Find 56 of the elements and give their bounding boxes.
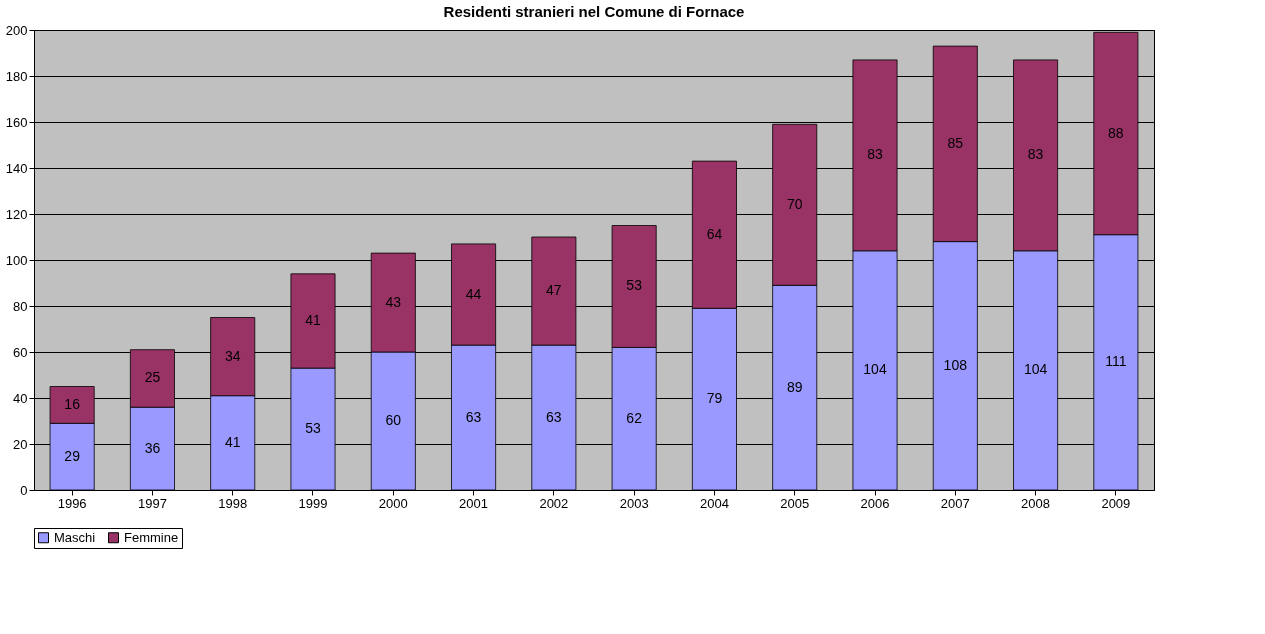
data-label: 16 xyxy=(64,395,81,412)
data-label: 79 xyxy=(706,390,723,407)
data-label: 44 xyxy=(465,285,482,302)
x-tick-label: 2006 xyxy=(860,495,890,511)
data-label: 108 xyxy=(943,356,968,373)
data-label: 53 xyxy=(305,420,321,437)
data-label: 111 xyxy=(1105,353,1127,370)
data-label: 70 xyxy=(786,195,803,212)
data-label: 25 xyxy=(144,369,161,386)
x-tick-label: 2007 xyxy=(940,495,970,511)
data-label: 43 xyxy=(385,293,402,310)
x-tick-label: 2000 xyxy=(378,495,408,511)
data-label: 36 xyxy=(144,439,161,456)
data-label: 104 xyxy=(863,361,887,378)
data-label: 62 xyxy=(626,409,643,426)
data-label: 41 xyxy=(305,311,321,328)
data-label: 104 xyxy=(1023,361,1048,378)
y-tick-label: 40 xyxy=(13,390,28,406)
data-label: 88 xyxy=(1108,124,1124,141)
data-label: 63 xyxy=(465,408,482,425)
y-tick-label: 20 xyxy=(13,436,28,452)
x-tick-label: 2004 xyxy=(699,495,729,511)
y-tick-label: 0 xyxy=(20,482,28,498)
data-label: 85 xyxy=(947,134,964,151)
data-label: 47 xyxy=(546,282,562,299)
data-label: 34 xyxy=(224,347,241,364)
legend-label: Femmine xyxy=(124,529,179,545)
data-label: 63 xyxy=(546,408,562,425)
x-tick-label: 2005 xyxy=(780,495,810,511)
data-label: 53 xyxy=(626,277,643,294)
x-tick-label: 2008 xyxy=(1021,495,1051,511)
y-tick-label: 120 xyxy=(5,206,28,222)
y-tick-label: 60 xyxy=(13,344,28,360)
data-label: 41 xyxy=(224,433,241,450)
x-tick-label: 2009 xyxy=(1101,495,1131,511)
y-tick-label: 160 xyxy=(5,114,28,130)
data-label: 29 xyxy=(64,447,81,464)
y-tick-label: 180 xyxy=(5,68,28,84)
y-tick-label: 80 xyxy=(13,298,28,314)
x-tick-label: 1997 xyxy=(137,495,167,511)
legend-label: Maschi xyxy=(54,529,96,545)
y-tick-label: 140 xyxy=(5,160,28,176)
y-tick-label: 200 xyxy=(5,22,28,38)
data-label: 64 xyxy=(706,225,723,242)
x-tick-label: 1999 xyxy=(298,495,328,511)
data-label: 60 xyxy=(385,412,402,428)
data-label: 83 xyxy=(867,146,883,163)
data-label: 89 xyxy=(786,378,803,395)
x-tick-label: 2003 xyxy=(619,495,649,511)
x-tick-label: 1996 xyxy=(57,495,87,511)
x-tick-label: 2001 xyxy=(459,495,489,511)
x-tick-label: 2002 xyxy=(539,495,569,511)
chart-title: Residenti stranieri nel Comune di Fornace xyxy=(443,3,745,20)
x-tick-label: 1998 xyxy=(218,495,248,511)
y-tick-label: 100 xyxy=(5,252,28,268)
data-label: 83 xyxy=(1027,146,1044,163)
